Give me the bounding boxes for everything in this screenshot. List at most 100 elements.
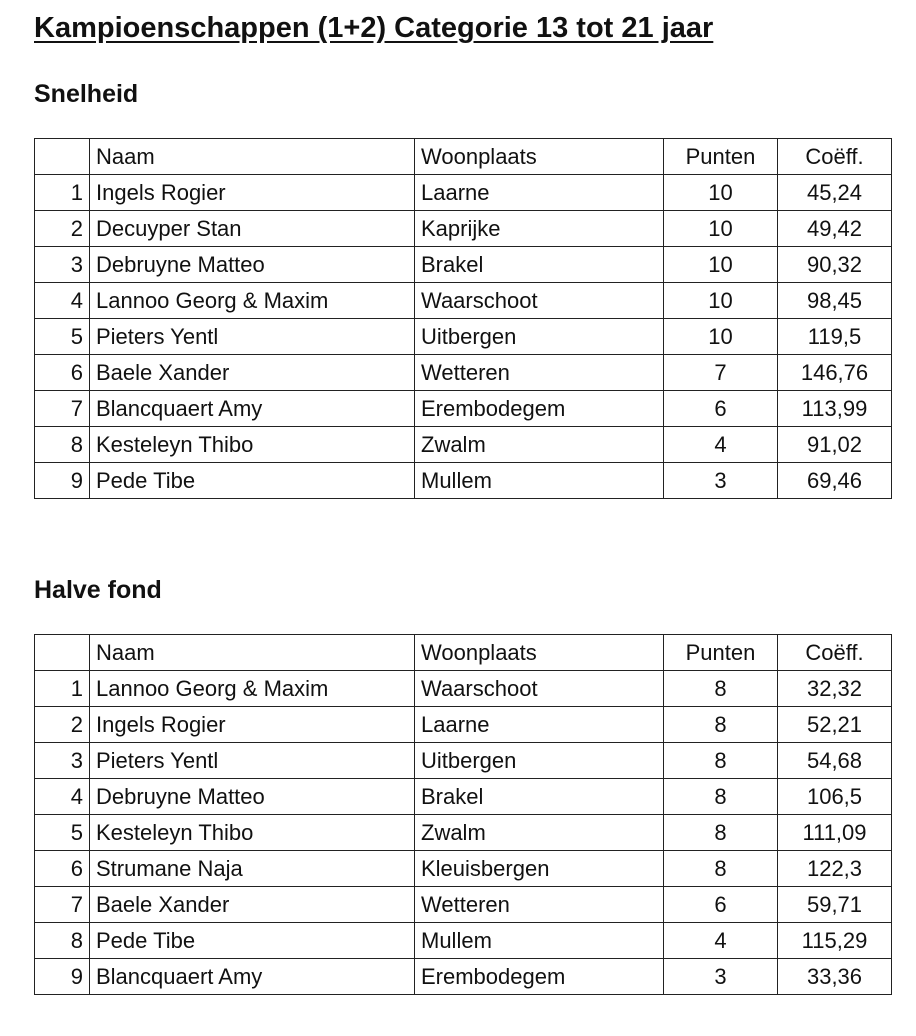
cell-coef: 106,5 xyxy=(777,778,892,815)
cell-place: Waarschoot xyxy=(414,282,664,319)
cell-rank: 9 xyxy=(34,462,90,499)
table-row: 7 Blancquaert Amy Erembodegem 6 113,99 xyxy=(34,390,892,427)
header-points: Punten xyxy=(663,634,778,671)
cell-rank: 7 xyxy=(34,886,90,923)
cell-points: 8 xyxy=(663,850,778,887)
cell-place: Kaprijke xyxy=(414,210,664,247)
cell-points: 10 xyxy=(663,210,778,247)
header-coef: Coëff. xyxy=(777,634,892,671)
cell-place: Wetteren xyxy=(414,886,664,923)
table-row: 6 Strumane Naja Kleuisbergen 8 122,3 xyxy=(34,850,892,887)
header-rank xyxy=(34,138,90,175)
page-title: Kampioenschappen (1+2) Categorie 13 tot … xyxy=(34,12,714,44)
cell-name: Lannoo Georg & Maxim xyxy=(89,670,415,707)
cell-rank: 8 xyxy=(34,426,90,463)
header-name: Naam xyxy=(89,634,415,671)
cell-coef: 146,76 xyxy=(777,354,892,391)
cell-place: Uitbergen xyxy=(414,318,664,355)
cell-coef: 91,02 xyxy=(777,426,892,463)
cell-name: Decuyper Stan xyxy=(89,210,415,247)
table-row: 3 Debruyne Matteo Brakel 10 90,32 xyxy=(34,246,892,283)
cell-place: Zwalm xyxy=(414,426,664,463)
cell-coef: 111,09 xyxy=(777,814,892,851)
cell-place: Brakel xyxy=(414,778,664,815)
table-header-row: Naam Woonplaats Punten Coëff. xyxy=(34,138,892,175)
cell-name: Debruyne Matteo xyxy=(89,778,415,815)
cell-rank: 1 xyxy=(34,670,90,707)
table-row: 9 Pede Tibe Mullem 3 69,46 xyxy=(34,462,892,499)
cell-points: 3 xyxy=(663,462,778,499)
cell-rank: 4 xyxy=(34,778,90,815)
table-header-row: Naam Woonplaats Punten Coëff. xyxy=(34,634,892,671)
cell-name: Blancquaert Amy xyxy=(89,958,415,995)
table-snelheid: Naam Woonplaats Punten Coëff. 1 Ingels Rogier… xyxy=(34,138,892,499)
cell-points: 8 xyxy=(663,778,778,815)
cell-points: 4 xyxy=(663,426,778,463)
cell-rank: 6 xyxy=(34,354,90,391)
cell-rank: 6 xyxy=(34,850,90,887)
cell-place: Laarne xyxy=(414,174,664,211)
table-row: 1 Lannoo Georg & Maxim Waarschoot 8 32,32 xyxy=(34,670,892,707)
cell-points: 7 xyxy=(663,354,778,391)
table-row: 8 Pede Tibe Mullem 4 115,29 xyxy=(34,922,892,959)
cell-rank: 3 xyxy=(34,246,90,283)
table-row: 3 Pieters Yentl Uitbergen 8 54,68 xyxy=(34,742,892,779)
cell-rank: 5 xyxy=(34,814,90,851)
cell-points: 4 xyxy=(663,922,778,959)
cell-place: Uitbergen xyxy=(414,742,664,779)
cell-name: Ingels Rogier xyxy=(89,174,415,211)
table-row: 8 Kesteleyn Thibo Zwalm 4 91,02 xyxy=(34,426,892,463)
cell-coef: 45,24 xyxy=(777,174,892,211)
cell-name: Kesteleyn Thibo xyxy=(89,814,415,851)
cell-points: 10 xyxy=(663,174,778,211)
cell-place: Zwalm xyxy=(414,814,664,851)
cell-points: 8 xyxy=(663,706,778,743)
cell-place: Laarne xyxy=(414,706,664,743)
cell-coef: 115,29 xyxy=(777,922,892,959)
cell-place: Kleuisbergen xyxy=(414,850,664,887)
cell-name: Ingels Rogier xyxy=(89,706,415,743)
cell-rank: 5 xyxy=(34,318,90,355)
cell-coef: 113,99 xyxy=(777,390,892,427)
cell-name: Pieters Yentl xyxy=(89,318,415,355)
section-heading-halve-fond: Halve fond xyxy=(34,576,162,604)
cell-coef: 98,45 xyxy=(777,282,892,319)
cell-rank: 2 xyxy=(34,706,90,743)
cell-points: 6 xyxy=(663,886,778,923)
cell-points: 8 xyxy=(663,742,778,779)
cell-coef: 32,32 xyxy=(777,670,892,707)
header-coef: Coëff. xyxy=(777,138,892,175)
table-row: 4 Lannoo Georg & Maxim Waarschoot 10 98,45 xyxy=(34,282,892,319)
cell-rank: 1 xyxy=(34,174,90,211)
cell-name: Pieters Yentl xyxy=(89,742,415,779)
cell-coef: 33,36 xyxy=(777,958,892,995)
cell-place: Waarschoot xyxy=(414,670,664,707)
header-name: Naam xyxy=(89,138,415,175)
cell-points: 10 xyxy=(663,318,778,355)
cell-name: Pede Tibe xyxy=(89,922,415,959)
cell-rank: 8 xyxy=(34,922,90,959)
cell-place: Wetteren xyxy=(414,354,664,391)
table-row: 2 Decuyper Stan Kaprijke 10 49,42 xyxy=(34,210,892,247)
table-row: 5 Pieters Yentl Uitbergen 10 119,5 xyxy=(34,318,892,355)
cell-coef: 59,71 xyxy=(777,886,892,923)
cell-place: Brakel xyxy=(414,246,664,283)
cell-rank: 3 xyxy=(34,742,90,779)
cell-points: 8 xyxy=(663,814,778,851)
section-heading-snelheid: Snelheid xyxy=(34,80,139,108)
cell-place: Mullem xyxy=(414,462,664,499)
cell-points: 10 xyxy=(663,282,778,319)
cell-place: Mullem xyxy=(414,922,664,959)
header-place: Woonplaats xyxy=(414,138,664,175)
header-place: Woonplaats xyxy=(414,634,664,671)
table-row: 5 Kesteleyn Thibo Zwalm 8 111,09 xyxy=(34,814,892,851)
table-row: 4 Debruyne Matteo Brakel 8 106,5 xyxy=(34,778,892,815)
cell-name: Strumane Naja xyxy=(89,850,415,887)
header-points: Punten xyxy=(663,138,778,175)
cell-name: Debruyne Matteo xyxy=(89,246,415,283)
cell-points: 3 xyxy=(663,958,778,995)
cell-coef: 119,5 xyxy=(777,318,892,355)
table-row: 9 Blancquaert Amy Erembodegem 3 33,36 xyxy=(34,958,892,995)
cell-place: Erembodegem xyxy=(414,390,664,427)
cell-coef: 52,21 xyxy=(777,706,892,743)
